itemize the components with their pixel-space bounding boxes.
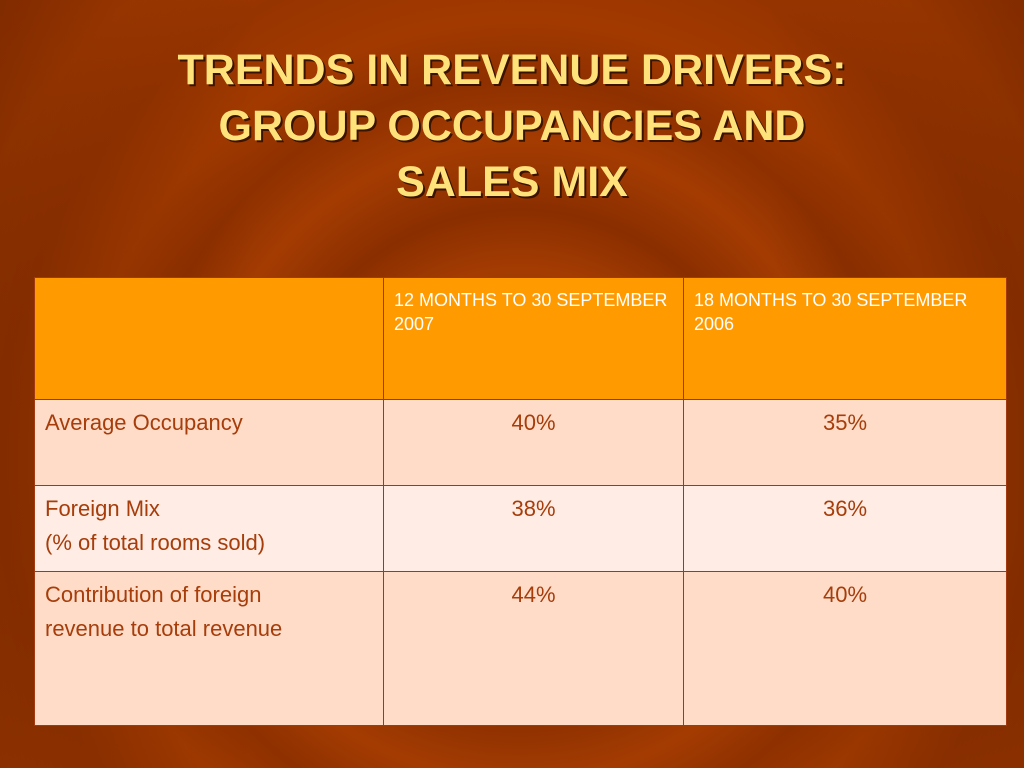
table-row: Foreign Mix (% of total rooms sold) 38% … [34, 485, 1007, 572]
row-label-foreign-revenue-contribution: Contribution of foreign revenue to total… [34, 571, 384, 726]
header-cell-2007: 12 MONTHS TO 30 SEPTEMBER 2007 [383, 277, 684, 400]
cell-value: 38% [383, 485, 684, 572]
row-label-line: Foreign Mix [45, 496, 160, 521]
row-label-line: Contribution of foreign [45, 582, 262, 607]
cell-value: 36% [683, 485, 1007, 572]
row-label-line: revenue to total revenue [45, 616, 283, 641]
cell-value: 40% [383, 399, 684, 486]
header-cell-empty [34, 277, 384, 400]
table-row: Contribution of foreign revenue to total… [34, 571, 1007, 726]
slide-title-line-2: GROUP OCCUPANCIES AND [218, 102, 806, 150]
cell-value: 44% [383, 571, 684, 726]
row-label-line: (% of total rooms sold) [45, 530, 266, 555]
revenue-drivers-table: 12 MONTHS TO 30 SEPTEMBER 2007 18 MONTHS… [34, 277, 1007, 726]
slide-title-line-1: TRENDS IN REVENUE DRIVERS: [177, 46, 847, 94]
header-cell-2006: 18 MONTHS TO 30 SEPTEMBER 2006 [683, 277, 1007, 400]
row-label-foreign-mix: Foreign Mix (% of total rooms sold) [34, 485, 384, 572]
slide-title-line-3: SALES MIX [396, 158, 628, 206]
row-label-line: Average Occupancy [45, 410, 243, 435]
table-row: Average Occupancy 40% 35% [34, 399, 1007, 486]
cell-value: 35% [683, 399, 1007, 486]
table-header-row: 12 MONTHS TO 30 SEPTEMBER 2007 18 MONTHS… [34, 277, 1007, 400]
slide-title: TRENDS IN REVENUE DRIVERS: GROUP OCCUPAN… [30, 42, 994, 210]
row-label-average-occupancy: Average Occupancy [34, 399, 384, 486]
cell-value: 40% [683, 571, 1007, 726]
